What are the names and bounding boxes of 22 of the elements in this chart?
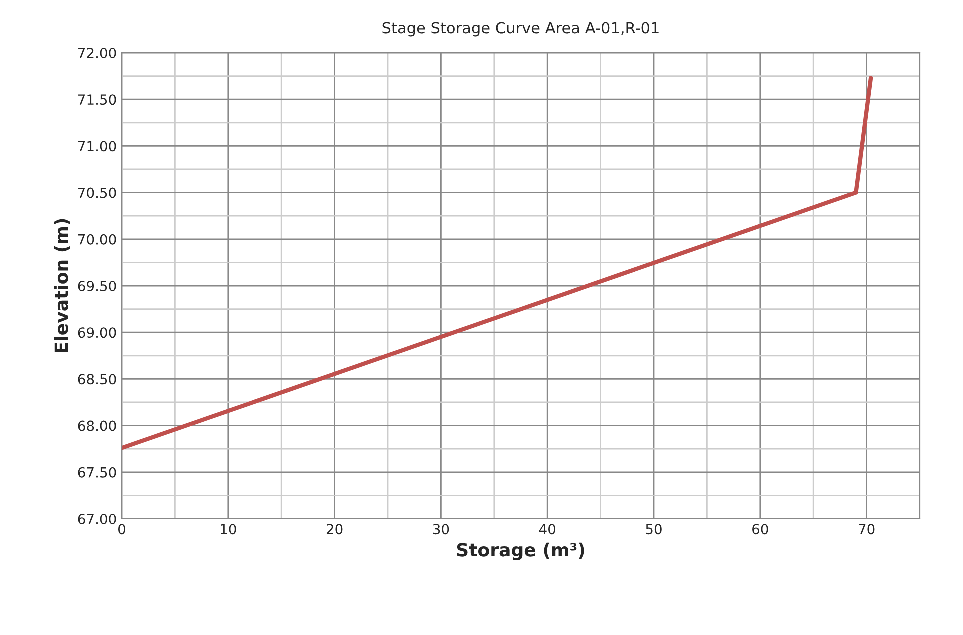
y-tick-label: 70.50 [78, 188, 116, 198]
x-tick-label: 30 [433, 524, 450, 535]
x-tick-label: 10 [221, 524, 236, 535]
y-tick-label: 69.50 [78, 280, 116, 292]
y-tick-label: 71.00 [78, 141, 116, 152]
x-tick-label: 70 [859, 524, 875, 535]
y-tick-label: 67.00 [78, 514, 116, 524]
y-tick-label: 70.00 [78, 234, 116, 245]
y-tick-label: 67.50 [78, 467, 116, 478]
y-tick-label: 68.50 [78, 374, 116, 385]
y-tick-label: 69.00 [78, 328, 116, 338]
y-axis-title: Elevation (m) [54, 219, 70, 353]
y-tick-label: 71.50 [78, 94, 116, 106]
x-tick-label: 20 [326, 524, 343, 535]
x-tick-label: 40 [539, 524, 556, 535]
x-axis-title: Storage (m³) [457, 542, 584, 560]
x-tick-label: 60 [752, 524, 768, 535]
y-tick-label: 72.00 [78, 48, 116, 58]
x-tick-label: 0 [118, 524, 126, 535]
chart-title: Stage Storage Curve Area A-01,R-01 [382, 22, 659, 37]
x-tick-label: 50 [646, 524, 662, 535]
y-tick-label: 68.00 [78, 420, 116, 432]
